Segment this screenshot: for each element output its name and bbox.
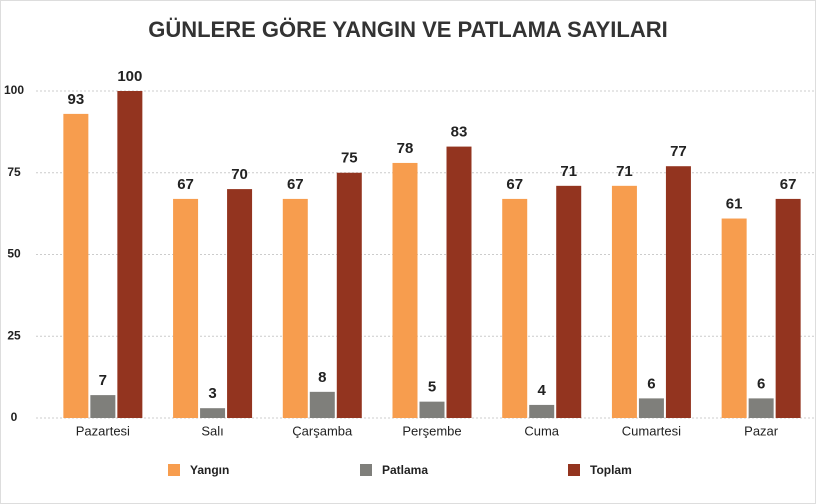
value-label: 4 bbox=[538, 382, 547, 399]
legend-swatch bbox=[568, 464, 580, 476]
x-tick-label: Cuma bbox=[524, 423, 559, 438]
value-label: 67 bbox=[177, 176, 194, 193]
bar bbox=[446, 146, 472, 418]
bar bbox=[309, 391, 335, 418]
value-label: 77 bbox=[670, 143, 687, 160]
legend-label: Toplam bbox=[590, 463, 632, 477]
y-tick-label: 25 bbox=[7, 328, 21, 342]
bar bbox=[173, 198, 199, 418]
value-label: 71 bbox=[616, 163, 633, 180]
bar bbox=[63, 113, 89, 418]
legend-swatch bbox=[360, 464, 372, 476]
x-tick-label: Pazartesi bbox=[76, 423, 130, 438]
value-label: 3 bbox=[208, 385, 216, 402]
value-label: 100 bbox=[117, 68, 142, 85]
bar bbox=[227, 189, 253, 418]
bar bbox=[775, 198, 801, 418]
legend-label: Yangın bbox=[190, 463, 229, 477]
bar bbox=[336, 172, 362, 418]
x-tick-label: Pazar bbox=[744, 423, 779, 438]
y-tick-label: 0 bbox=[11, 410, 18, 424]
value-label: 67 bbox=[506, 176, 523, 193]
value-label: 78 bbox=[397, 140, 414, 157]
y-tick-label: 75 bbox=[7, 165, 21, 179]
x-tick-label: Salı bbox=[201, 423, 223, 438]
bar bbox=[611, 185, 637, 418]
value-label: 7 bbox=[99, 372, 107, 389]
y-tick-label: 100 bbox=[4, 83, 24, 97]
value-label: 67 bbox=[780, 176, 797, 193]
bar bbox=[502, 198, 528, 418]
bar bbox=[721, 218, 747, 418]
y-tick-label: 50 bbox=[7, 247, 21, 261]
bar bbox=[529, 404, 555, 418]
legend-label: Patlama bbox=[382, 463, 428, 477]
bar bbox=[392, 162, 418, 418]
value-label: 6 bbox=[647, 375, 655, 392]
value-label: 83 bbox=[451, 124, 468, 141]
value-label: 8 bbox=[318, 369, 326, 386]
legend-swatch bbox=[168, 464, 180, 476]
bar bbox=[665, 166, 691, 418]
chart-title: GÜNLERE GÖRE YANGIN VE PATLAMA SAYILARI bbox=[148, 17, 668, 42]
bar bbox=[638, 398, 664, 418]
value-label: 93 bbox=[68, 91, 85, 108]
bar bbox=[419, 401, 445, 418]
bar bbox=[90, 395, 116, 418]
value-label: 61 bbox=[726, 195, 743, 212]
bar bbox=[117, 91, 143, 418]
value-label: 67 bbox=[287, 176, 304, 193]
value-label: 6 bbox=[757, 375, 765, 392]
value-label: 70 bbox=[231, 166, 248, 183]
bar bbox=[282, 198, 308, 418]
x-tick-label: Perşembe bbox=[402, 423, 461, 438]
bar bbox=[748, 398, 774, 418]
x-tick-label: Cumartesi bbox=[622, 423, 681, 438]
value-label: 71 bbox=[560, 163, 577, 180]
value-label: 75 bbox=[341, 150, 358, 167]
value-label: 5 bbox=[428, 379, 436, 396]
bar bbox=[200, 408, 226, 418]
x-tick-label: Çarşamba bbox=[292, 423, 353, 438]
bar bbox=[556, 185, 582, 418]
